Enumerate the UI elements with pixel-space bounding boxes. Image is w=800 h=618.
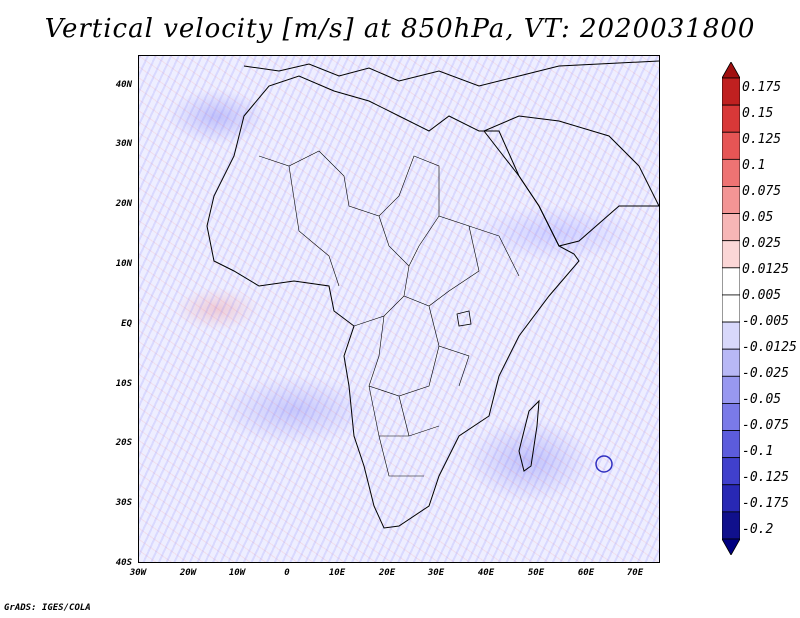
colorbar-label: 0.005 (742, 288, 782, 303)
colorbar-label: 0.0125 (742, 262, 789, 277)
colorbar-segment (722, 403, 740, 431)
colorbar-segment (722, 321, 740, 350)
lat-label-10s: 10S (115, 379, 132, 389)
colorbar-segment (722, 484, 740, 513)
continent-outlines (206, 60, 659, 529)
country-borders (258, 150, 520, 477)
colorbar-segment (722, 186, 740, 214)
lon-label-10e: 10E (328, 568, 346, 578)
cyclone-marker (595, 455, 613, 473)
lat-label-30s: 30S (115, 498, 132, 508)
colorbar-label: 0.15 (742, 106, 774, 121)
lon-label-20w: 20W (179, 568, 197, 578)
madagascar-coastline (518, 399, 540, 472)
colorbar-segment (722, 104, 740, 133)
colorbar-segment (722, 348, 740, 377)
colorbar-label: -0.2 (742, 522, 774, 537)
colorbar-segment (722, 77, 740, 106)
colorbar-segment (722, 240, 740, 269)
colorbar-bottom-arrow (722, 538, 740, 555)
colorbar-label: 0.05 (742, 210, 774, 225)
chart-title: Vertical velocity [m/s] at 850hPa, VT: 2… (44, 14, 756, 44)
africa-coastline (206, 75, 580, 529)
colorbar-label: 0.125 (742, 132, 782, 147)
colorbar-segment (722, 158, 740, 187)
lake-outline (456, 310, 472, 327)
lon-label-60e: 60E (577, 568, 595, 578)
colorbar-label: 0.1 (742, 158, 766, 173)
lat-label-eq: EQ (121, 319, 132, 329)
colorbar-label: -0.075 (742, 418, 789, 433)
lon-label-50e: 50E (527, 568, 545, 578)
colorbar-top-arrow (722, 62, 740, 79)
colorbar-label: -0.175 (742, 496, 789, 511)
colorbar-segment (722, 375, 740, 404)
colorbar-label: -0.125 (742, 470, 789, 485)
lat-label-40s: 40S (115, 558, 132, 568)
colorbar-label: 0.075 (742, 184, 782, 199)
map-panel (138, 55, 660, 563)
colorbar-segment (722, 294, 740, 323)
colorbar-segment (722, 430, 740, 459)
colorbar-segment (722, 131, 740, 160)
lon-label-70e: 70E (626, 568, 644, 578)
lon-label-40e: 40E (477, 568, 495, 578)
colorbar-segment (722, 267, 740, 296)
colorbar (722, 62, 740, 555)
lon-label-20e: 20E (378, 568, 396, 578)
colorbar-label: -0.05 (742, 392, 782, 407)
colorbar-segment (722, 511, 740, 540)
colorbar-label: -0.005 (742, 314, 789, 329)
colorbar-label: 0.175 (742, 80, 782, 95)
colorbar-segment (722, 457, 740, 486)
lon-label-30e: 30E (427, 568, 445, 578)
colorbar-label: -0.1 (742, 444, 774, 459)
lon-label-0: 0 (284, 568, 290, 578)
lat-label-20s: 20S (115, 438, 132, 448)
arabia-coastline (483, 115, 659, 247)
colorbar-label: 0.025 (742, 236, 782, 251)
lon-label-10w: 10W (228, 568, 246, 578)
colorbar-label: -0.0125 (742, 340, 797, 355)
grads-credit: GrADS: IGES/COLA (4, 603, 91, 613)
lon-label-30w: 30W (129, 568, 147, 578)
colorbar-label: -0.025 (742, 366, 789, 381)
europe-coastline (243, 60, 659, 87)
lat-label-40n: 40N (115, 80, 132, 90)
lat-label-30n: 30N (115, 139, 132, 149)
lat-label-20n: 20N (115, 199, 132, 209)
lat-label-10n: 10N (115, 259, 132, 269)
colorbar-segment (722, 213, 740, 242)
